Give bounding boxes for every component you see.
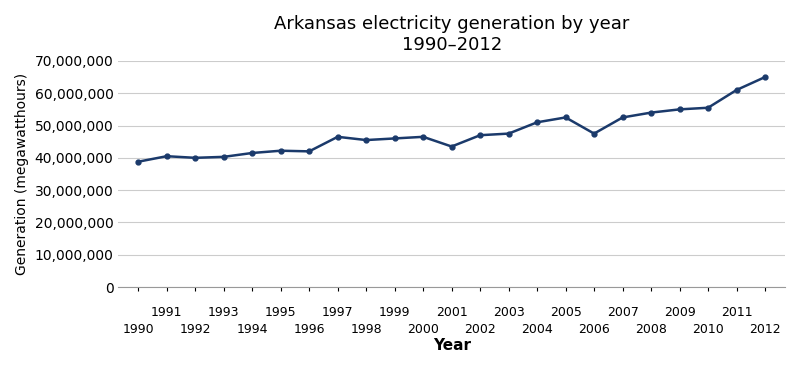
Text: 2002: 2002 xyxy=(464,323,496,336)
Text: 2007: 2007 xyxy=(606,307,638,319)
Text: 1992: 1992 xyxy=(179,323,211,336)
Text: 1999: 1999 xyxy=(379,307,410,319)
Text: 2000: 2000 xyxy=(407,323,439,336)
Y-axis label: Generation (megawatthours): Generation (megawatthours) xyxy=(15,73,29,275)
Text: 1998: 1998 xyxy=(350,323,382,336)
Text: 2006: 2006 xyxy=(578,323,610,336)
Text: 1994: 1994 xyxy=(237,323,268,336)
Text: 2001: 2001 xyxy=(436,307,467,319)
Text: 2003: 2003 xyxy=(493,307,525,319)
Text: 2009: 2009 xyxy=(664,307,695,319)
Text: 1995: 1995 xyxy=(265,307,297,319)
Text: 1990: 1990 xyxy=(122,323,154,336)
Text: 1991: 1991 xyxy=(151,307,182,319)
Text: 1993: 1993 xyxy=(208,307,239,319)
Text: 1996: 1996 xyxy=(294,323,325,336)
Text: 2012: 2012 xyxy=(750,323,781,336)
Text: 2004: 2004 xyxy=(522,323,553,336)
Title: Arkansas electricity generation by year
1990–2012: Arkansas electricity generation by year … xyxy=(274,15,630,54)
Text: 1997: 1997 xyxy=(322,307,354,319)
Text: 2005: 2005 xyxy=(550,307,582,319)
Text: 2008: 2008 xyxy=(635,323,667,336)
X-axis label: Year: Year xyxy=(433,338,470,353)
Text: 2011: 2011 xyxy=(721,307,752,319)
Text: 2010: 2010 xyxy=(692,323,724,336)
